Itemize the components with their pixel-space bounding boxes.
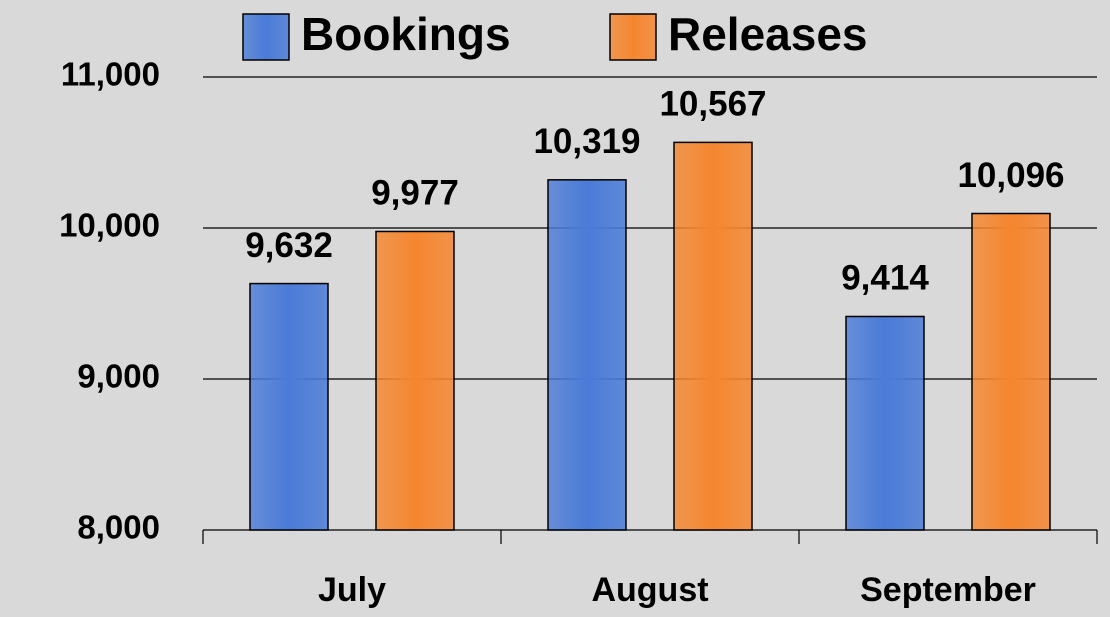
y-tick-label: 8,000 — [77, 509, 160, 546]
y-tick-label: 10,000 — [59, 207, 160, 244]
legend-label: Releases — [668, 8, 868, 60]
bar — [249, 282, 329, 531]
y-tick-label: 11,000 — [61, 56, 160, 93]
y-tick-label: 9,000 — [77, 358, 160, 395]
legend-swatch — [242, 13, 290, 61]
bar — [845, 315, 925, 531]
value-label: 10,319 — [533, 122, 640, 161]
legend-label: Bookings — [301, 8, 511, 60]
value-label: 10,096 — [957, 156, 1064, 195]
value-label: 9,414 — [841, 259, 929, 298]
bar — [547, 179, 627, 531]
x-tick-label: August — [591, 571, 708, 609]
x-tick-label: July — [318, 571, 386, 609]
bar — [375, 230, 455, 531]
x-tick-label: September — [860, 571, 1036, 609]
value-label: 9,632 — [245, 226, 333, 265]
bar — [971, 212, 1051, 531]
bar — [673, 141, 753, 531]
value-label: 10,567 — [659, 85, 766, 124]
legend-swatch — [609, 13, 657, 61]
value-label: 9,977 — [371, 174, 459, 213]
